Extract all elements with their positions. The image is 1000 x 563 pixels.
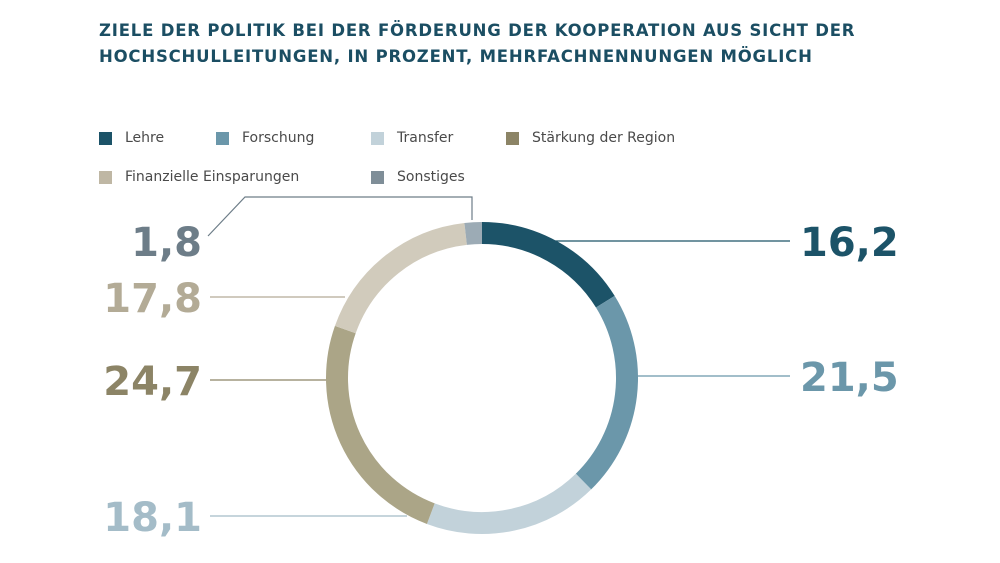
- legend-item-forschung: Forschung: [216, 128, 314, 148]
- leader-line-sonstiges: [207, 196, 473, 237]
- legend-label-lehre: Lehre: [125, 130, 165, 146]
- value-label-forschung: 21,5: [800, 355, 899, 401]
- legend-item-staerkung-der-region: Stärkung der Region: [506, 128, 675, 148]
- donut-slice-sonstiges: [464, 221, 483, 245]
- legend-swatch-transfer: [371, 131, 384, 145]
- legend-item-lehre: Lehre: [99, 128, 164, 148]
- legend-label-sonstiges: Sonstiges: [397, 169, 465, 185]
- legend-swatch-forschung: [216, 131, 229, 145]
- donut-ring: [326, 221, 638, 534]
- legend-label-transfer: Transfer: [397, 130, 454, 146]
- donut-slice-transfer: [426, 473, 592, 534]
- value-label-staerkung-der-region: 24,7: [103, 359, 202, 405]
- chart-title-line-1: ZIELE DER POLITIK BEI DER FÖRDERUNG DER …: [99, 21, 856, 40]
- value-label-lehre: 16,2: [800, 220, 899, 266]
- value-labels: 16,2 21,5 18,1 24,7 17,8 1,8: [103, 220, 898, 541]
- donut-slice-finanzielle-einsparungen: [334, 222, 468, 334]
- donut-slice-lehre: [481, 222, 615, 308]
- legend-item-finanzielle-einsparungen: Finanzielle Einsparungen: [99, 167, 299, 187]
- legend-swatch-sonstiges: [371, 170, 384, 184]
- donut-slice-forschung: [575, 295, 638, 490]
- value-label-transfer: 18,1: [103, 495, 202, 541]
- donut-slice-staerkung-der-region: [326, 325, 435, 524]
- legend-item-sonstiges: Sonstiges: [371, 167, 465, 187]
- leader-lines: [207, 196, 790, 517]
- legend-label-finanzielle-einsparungen: Finanzielle Einsparungen: [125, 169, 300, 185]
- value-label-sonstiges: 1,8: [131, 220, 202, 266]
- legend-swatch-lehre: [99, 131, 112, 145]
- value-label-finanzielle-einsparungen: 17,8: [103, 276, 202, 322]
- legend-item-transfer: Transfer: [371, 128, 453, 148]
- chart-title: ZIELE DER POLITIK BEI DER FÖRDERUNG DER …: [99, 18, 919, 70]
- legend-label-forschung: Forschung: [242, 130, 315, 146]
- legend-swatch-staerkung-der-region: [506, 131, 519, 145]
- chart-title-line-2: HOCHSCHULLEITUNGEN, IN PROZENT, MEHRFACH…: [99, 47, 813, 66]
- legend-label-staerkung-der-region: Stärkung der Region: [532, 130, 676, 146]
- legend-swatch-finanzielle-einsparungen: [99, 170, 112, 184]
